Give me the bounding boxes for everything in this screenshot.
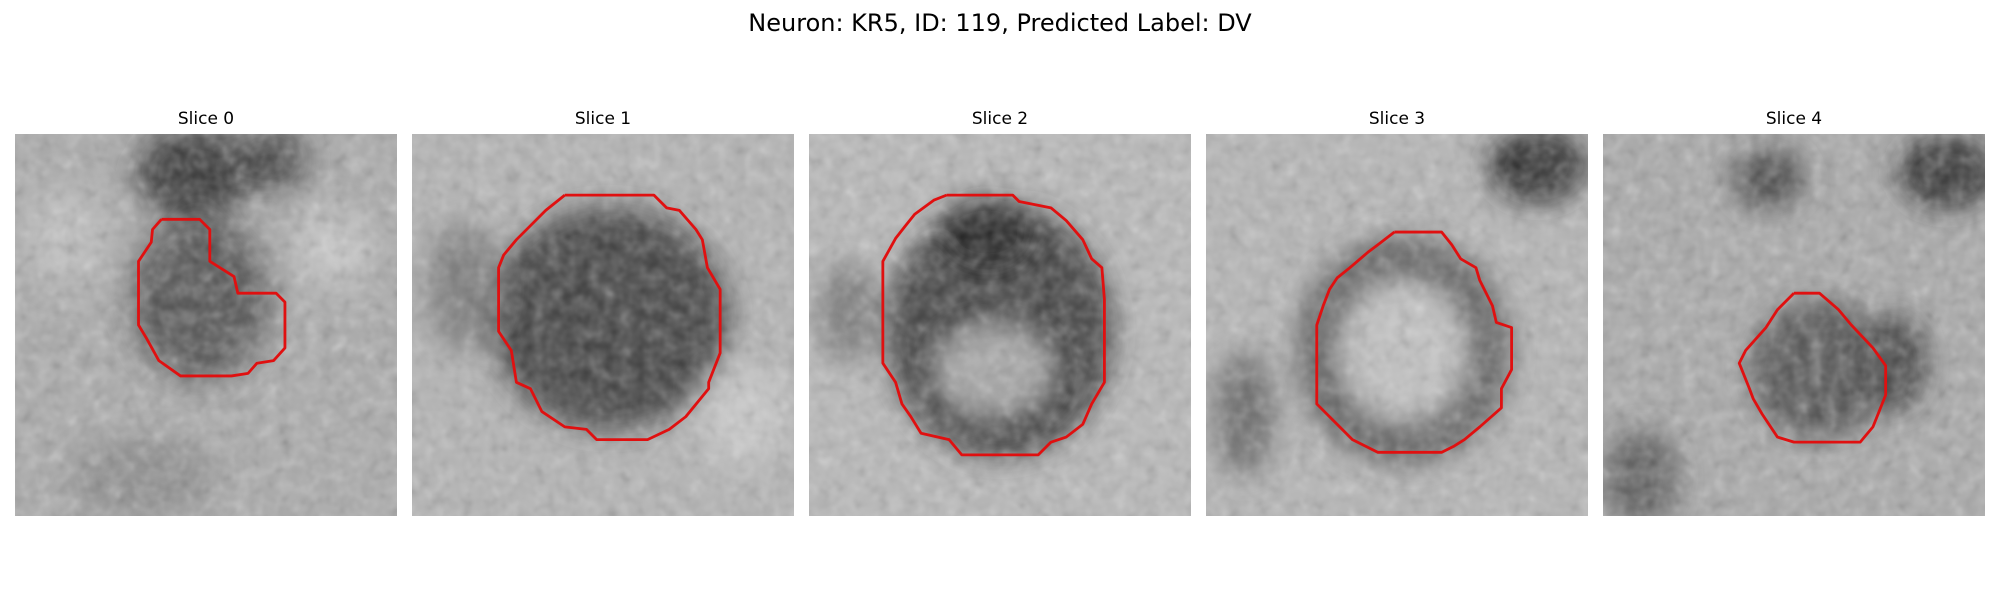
segmentation-contour-0 — [137, 217, 287, 378]
segmentation-contour-4 — [1737, 291, 1888, 444]
slice-image-2 — [809, 134, 1191, 516]
slice-image-1 — [412, 134, 794, 516]
figure-title: Neuron: KR5, ID: 119, Predicted Label: D… — [748, 9, 1252, 37]
segmentation-contour-1 — [497, 193, 722, 442]
segmentation-contour-2 — [881, 193, 1106, 457]
slice-panel-1: Slice 1 — [412, 0, 794, 520]
slice-panel-3: Slice 3 — [1206, 0, 1588, 520]
slice-title-4: Slice 4 — [1765, 109, 1823, 129]
slice-image-4 — [1603, 134, 1985, 516]
slice-image-0 — [15, 134, 397, 516]
slice-title-1: Slice 1 — [574, 109, 632, 129]
slice-panel-2: Slice 2 — [809, 0, 1191, 520]
slice-image-3 — [1206, 134, 1588, 516]
slice-title-3: Slice 3 — [1368, 109, 1426, 129]
slice-title-2: Slice 2 — [971, 109, 1029, 129]
slice-panel-4: Slice 4 — [1603, 0, 1985, 520]
segmentation-contour-3 — [1315, 230, 1514, 454]
slice-title-0: Slice 0 — [177, 109, 235, 129]
slice-panel-0: Slice 0 — [15, 0, 397, 520]
